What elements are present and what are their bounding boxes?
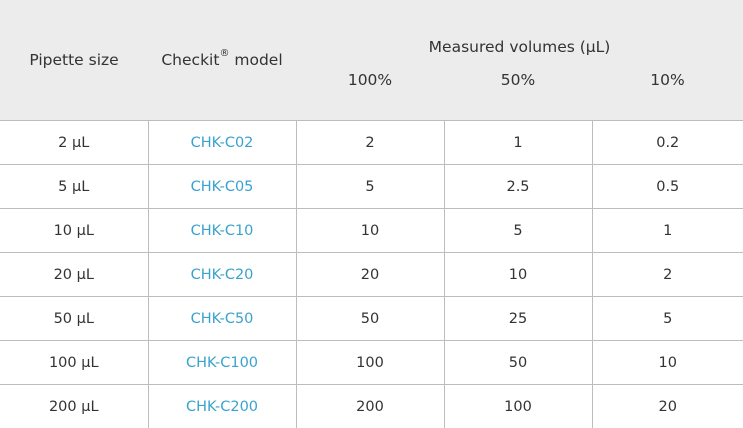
header-pct-10: 10% [592,56,743,121]
header-pipette-size: Pipette size [0,0,148,121]
table-header: Pipette size Checkit® model Measured vol… [0,0,743,121]
cell-model-link[interactable]: CHK-C100 [148,341,296,385]
table-body: 2 µL CHK-C02 2 1 0.2 5 µL CHK-C05 5 2.5 … [0,121,743,428]
cell-model-link[interactable]: CHK-C20 [148,253,296,297]
cell-volume-100: 10 [296,209,444,253]
table-row: 10 µL CHK-C10 10 5 1 [0,209,743,253]
cell-volume-50: 5 [444,209,592,253]
registered-mark: ® [219,48,229,59]
table-row: 5 µL CHK-C05 5 2.5 0.5 [0,165,743,209]
cell-volume-100: 2 [296,121,444,165]
cell-volume-10: 1 [592,209,743,253]
cell-model-link[interactable]: CHK-C50 [148,297,296,341]
table-row: 200 µL CHK-C200 200 100 20 [0,385,743,428]
cell-volume-50: 10 [444,253,592,297]
cell-volume-10: 0.2 [592,121,743,165]
cell-volume-10: 0.5 [592,165,743,209]
header-measured-volumes: Measured volumes (µL) [296,0,743,56]
cell-volume-10: 10 [592,341,743,385]
table-row: 50 µL CHK-C50 50 25 5 [0,297,743,341]
table-row: 100 µL CHK-C100 100 50 10 [0,341,743,385]
cell-model-link[interactable]: CHK-C200 [148,385,296,428]
cell-volume-50: 2.5 [444,165,592,209]
header-pct-50: 50% [444,56,592,121]
header-model-prefix: Checkit [161,51,219,69]
cell-volume-50: 50 [444,341,592,385]
header-model-suffix: model [229,51,282,69]
header-checkit-model: Checkit® model [148,0,296,121]
cell-pipette-size: 50 µL [0,297,148,341]
cell-volume-100: 100 [296,341,444,385]
cell-model-link[interactable]: CHK-C10 [148,209,296,253]
cell-volume-10: 5 [592,297,743,341]
table-row: 20 µL CHK-C20 20 10 2 [0,253,743,297]
cell-volume-10: 20 [592,385,743,428]
cell-volume-100: 50 [296,297,444,341]
cell-pipette-size: 10 µL [0,209,148,253]
cell-pipette-size: 200 µL [0,385,148,428]
cell-pipette-size: 100 µL [0,341,148,385]
cell-volume-10: 2 [592,253,743,297]
header-pct-100: 100% [296,56,444,121]
cell-pipette-size: 20 µL [0,253,148,297]
cell-pipette-size: 2 µL [0,121,148,165]
cell-pipette-size: 5 µL [0,165,148,209]
cell-volume-50: 100 [444,385,592,428]
cell-volume-100: 20 [296,253,444,297]
cell-model-link[interactable]: CHK-C05 [148,165,296,209]
cell-volume-100: 5 [296,165,444,209]
cell-volume-50: 1 [444,121,592,165]
table-row: 2 µL CHK-C02 2 1 0.2 [0,121,743,165]
cell-volume-50: 25 [444,297,592,341]
cell-model-link[interactable]: CHK-C02 [148,121,296,165]
cell-volume-100: 200 [296,385,444,428]
